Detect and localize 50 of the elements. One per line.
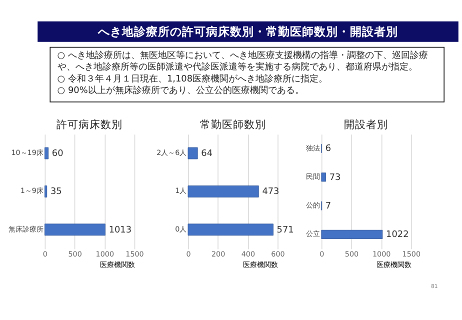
x-tick-label: 400	[241, 249, 256, 258]
data-label: 73	[329, 172, 341, 183]
data-label: 473	[262, 187, 280, 198]
x-tick-label: 500	[344, 249, 359, 258]
bar	[44, 224, 106, 236]
chart-title: 開設者別	[344, 118, 388, 131]
bar	[321, 230, 383, 239]
data-label: 1013	[108, 225, 132, 236]
x-axis-title: 医療機関数	[243, 260, 278, 270]
x-tick-label: 1000	[96, 249, 114, 258]
y-tick-label: 2人～6人	[156, 148, 187, 158]
data-label: 64	[201, 148, 213, 159]
x-tick-label: 600	[271, 249, 286, 258]
x-tick-label: 1500	[126, 249, 144, 258]
data-label: 571	[276, 225, 294, 236]
y-tick-label: 0人	[175, 224, 187, 234]
x-tick-label: 0	[186, 249, 192, 258]
y-tick-label: 10～19床	[11, 148, 44, 158]
y-tick-label: 民間	[306, 172, 320, 181]
x-tick-label: 0	[42, 249, 48, 258]
data-label: 60	[52, 148, 64, 159]
text: ○ へき地診療所は、無医地区等において、へき地医療支援機構の指導・調整の下、巡回診療や、へき地診療所等の医師派遣や代診医派遣等を実施する病院であり、都道府県が指定。	[57, 50, 428, 73]
y-tick-label: 1人	[175, 186, 187, 196]
bar	[188, 185, 259, 198]
x-tick-label: 500	[68, 249, 82, 258]
data-label: 35	[50, 187, 62, 198]
x-tick-label: 0	[320, 249, 325, 258]
data-label: 7	[325, 201, 332, 212]
x-tick-label: 1500	[402, 249, 421, 258]
y-tick-label: 1～9床	[20, 186, 44, 196]
y-tick-label: 公的	[306, 200, 320, 210]
y-tick-label: 公立	[306, 229, 320, 238]
text: へき地診療所の許可病床数別・常勤医師数別・開設者別	[97, 24, 398, 39]
x-tick-label: 200	[211, 249, 226, 258]
data-label: 1022	[386, 230, 409, 240]
chart-title: 常勤医師数別	[200, 118, 266, 131]
bar	[188, 224, 274, 236]
bar	[44, 147, 49, 160]
text: ○ 令和３年４月１日現在、1,108医療機関がへき地診療所に指定。	[57, 73, 328, 84]
bar	[188, 147, 198, 160]
bar	[44, 185, 48, 198]
chart-title: 許可病床数別	[56, 118, 123, 131]
y-tick-label: 独法	[306, 143, 320, 152]
x-tick-label: 1000	[372, 249, 392, 258]
y-tick-label: 無床診療所	[8, 224, 44, 234]
x-axis-title: 医療機関数	[376, 260, 412, 270]
data-label: 6	[325, 144, 332, 154]
bar	[321, 172, 326, 182]
text: ○ 90%以上が無床診療所であり、公立公的医療機関である。	[57, 84, 304, 96]
x-axis-title: 医療機関数	[100, 260, 135, 270]
